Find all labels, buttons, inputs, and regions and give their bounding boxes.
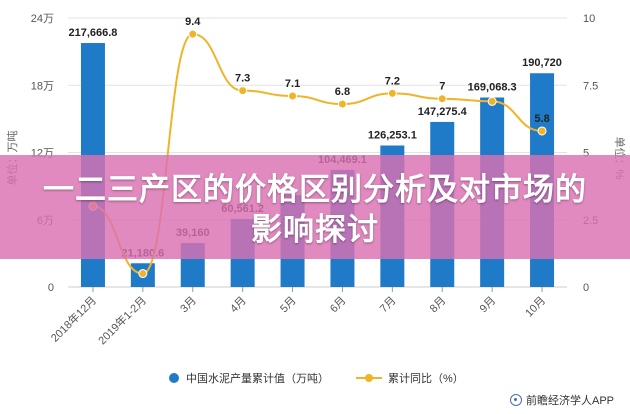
x-category-label: 3月: [178, 295, 199, 316]
legend-bar-label: 中国水泥产量累计值（万吨）: [186, 371, 329, 385]
line-point: [537, 126, 547, 136]
bar-value-label: 169,068.3: [468, 82, 517, 94]
x-category-label: 4月: [228, 295, 249, 316]
x-category-label: 2019年1-2月: [95, 293, 149, 347]
left-tick-label: 0: [48, 282, 54, 294]
right-tick-label: 7.5: [583, 80, 598, 92]
left-tick-label: 18万: [31, 80, 54, 92]
legend-bar-marker: [169, 373, 179, 383]
credit-text: 前瞻经济学人APP: [525, 395, 614, 407]
line-point: [337, 99, 347, 109]
line-point: [288, 91, 298, 101]
line-point: [437, 94, 447, 104]
bar-value-label: 190,720: [522, 57, 562, 69]
x-category-label: 6月: [328, 295, 349, 316]
line-value-label: 6.8: [335, 86, 350, 98]
x-category-label: 10月: [523, 295, 548, 320]
legend-line-label: 累计同比（%）: [388, 372, 464, 385]
line-value-label: 9.4: [185, 16, 201, 28]
line-value-label: 7.1: [285, 78, 300, 90]
credit: 前瞻经济学人APP: [509, 392, 614, 408]
line-point: [188, 29, 198, 39]
x-category-label: 5月: [278, 295, 299, 316]
right-tick-label: 10: [583, 13, 595, 25]
line-value-label: 7.3: [235, 73, 250, 85]
line-point: [487, 96, 497, 106]
line-point: [238, 86, 248, 96]
x-category-label: 2018年12月: [48, 293, 99, 344]
x-category-label: 9月: [478, 295, 499, 316]
line-value-label: 7: [439, 81, 445, 93]
right-tick-label: 5: [583, 148, 589, 160]
x-category-label: 7月: [378, 295, 399, 316]
bar-value-label: 217,666.8: [68, 27, 117, 39]
line-value-label: 5.8: [534, 113, 549, 125]
bar-value-label: 147,275.4: [418, 106, 468, 118]
line-point: [138, 269, 148, 279]
title-banner: [0, 155, 630, 259]
x-category-label: 8月: [428, 295, 449, 316]
line-point: [387, 88, 397, 98]
bar-value-label: 126,253.1: [368, 129, 417, 141]
left-tick-label: 24万: [31, 13, 54, 25]
brand-icon: [509, 394, 522, 406]
right-tick-label: 0: [583, 282, 589, 294]
legend-line-dot: [365, 374, 373, 382]
line-value-label: 7.2: [385, 75, 400, 87]
banner-title: 一二三产区的价格区别分析及对市场的影响探讨: [43, 172, 587, 248]
